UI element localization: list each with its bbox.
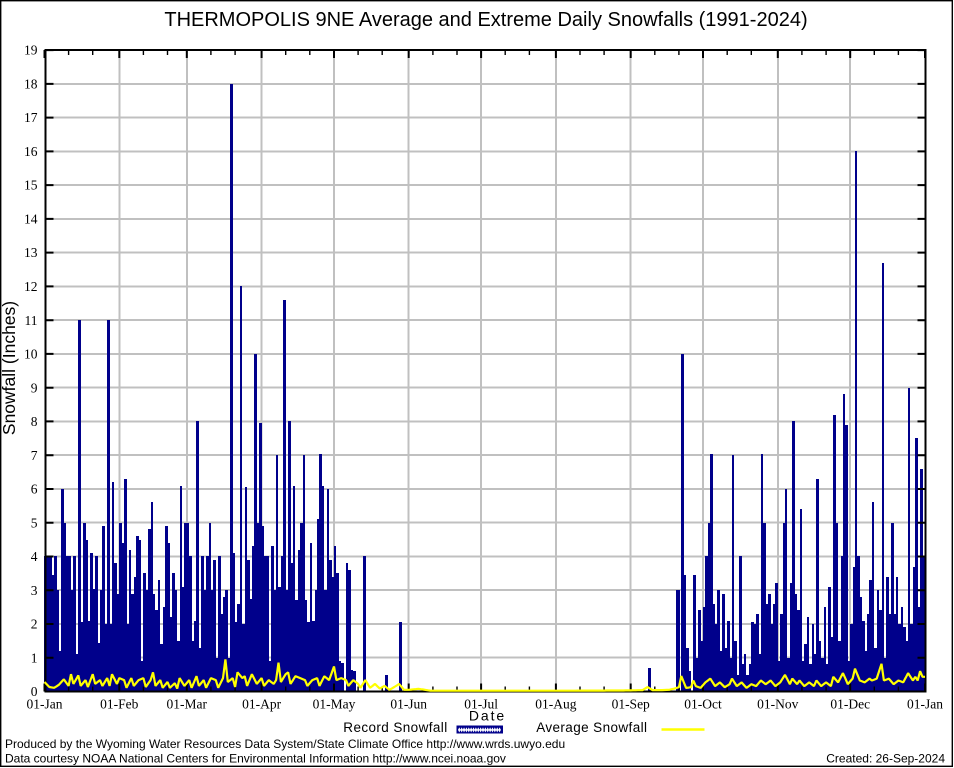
svg-text:3: 3 xyxy=(31,583,38,598)
svg-text:6: 6 xyxy=(31,482,38,497)
svg-text:01-Aug: 01-Aug xyxy=(535,697,576,712)
svg-text:10: 10 xyxy=(24,347,38,362)
svg-text:15: 15 xyxy=(24,178,38,193)
svg-text:Produced by the Wyoming Water: Produced by the Wyoming Water Resources … xyxy=(5,737,565,751)
svg-text:01-Jun: 01-Jun xyxy=(390,697,427,712)
svg-text:16: 16 xyxy=(24,144,38,159)
svg-text:01-Feb: 01-Feb xyxy=(100,697,138,712)
svg-text:7: 7 xyxy=(31,448,38,463)
svg-text:4: 4 xyxy=(31,549,38,564)
svg-text:01-Mar: 01-Mar xyxy=(167,697,208,712)
svg-text:Date: Date xyxy=(469,707,506,723)
svg-text:01-Jan: 01-Jan xyxy=(27,697,63,712)
svg-text:18: 18 xyxy=(24,77,38,92)
svg-text:0: 0 xyxy=(31,684,38,699)
svg-text:13: 13 xyxy=(24,245,38,260)
svg-text:2: 2 xyxy=(31,617,38,632)
svg-text:9: 9 xyxy=(31,380,38,395)
svg-text:Data courtesy NOAA National Ce: Data courtesy NOAA National Centers for … xyxy=(5,751,506,765)
svg-text:01-Sep: 01-Sep xyxy=(612,697,650,712)
svg-text:01-Nov: 01-Nov xyxy=(757,697,798,712)
svg-text:1: 1 xyxy=(31,650,38,665)
svg-text:Created: 26-Sep-2024: Created: 26-Sep-2024 xyxy=(826,751,945,765)
svg-text:01-Jul: 01-Jul xyxy=(464,697,498,712)
svg-text:Average Snowfall: Average Snowfall xyxy=(536,720,647,735)
svg-text:17: 17 xyxy=(24,110,38,125)
svg-text:01-Jan: 01-Jan xyxy=(907,697,943,712)
svg-text:14: 14 xyxy=(24,212,38,227)
svg-text:01-Dec: 01-Dec xyxy=(830,697,870,712)
svg-text:Snowfall (Inches): Snowfall (Inches) xyxy=(0,301,19,435)
svg-text:01-Oct: 01-Oct xyxy=(684,697,722,712)
svg-text:5: 5 xyxy=(31,515,38,530)
svg-text:19: 19 xyxy=(24,43,38,58)
svg-text:11: 11 xyxy=(25,313,38,328)
svg-text:01-Apr: 01-Apr xyxy=(242,697,281,712)
svg-text:12: 12 xyxy=(24,279,38,294)
svg-text:THERMOPOLIS 9NE Average and Ex: THERMOPOLIS 9NE Average and Extreme Dail… xyxy=(164,9,807,31)
svg-text:01-May: 01-May xyxy=(313,697,356,712)
svg-text:8: 8 xyxy=(31,414,38,429)
svg-text:Record Snowfall: Record Snowfall xyxy=(343,720,447,735)
